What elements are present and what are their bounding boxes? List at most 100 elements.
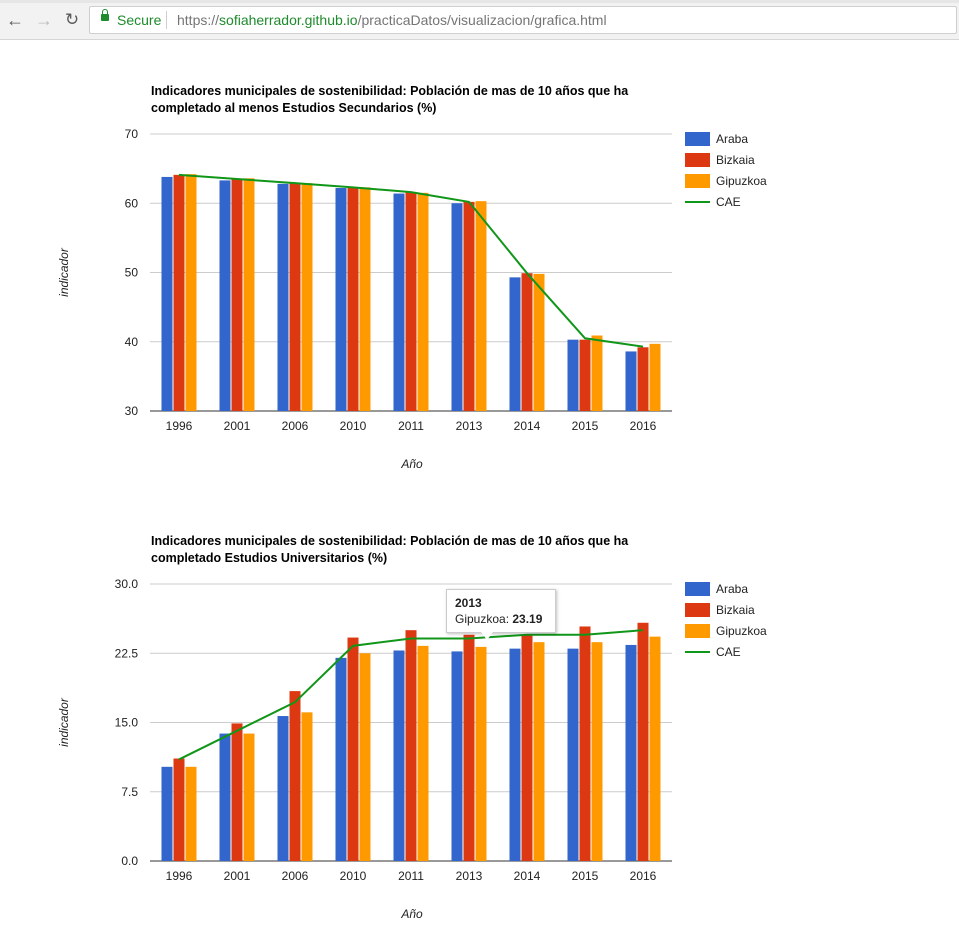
chart1-bar-bizkaia-2006 <box>289 183 301 411</box>
chart1-bar-gipuzkoa-2001 <box>243 178 255 411</box>
chart2-legend-label-gipuzkoa: Gipuzkoa <box>716 624 767 638</box>
chart2-bar-bizkaia-2015 <box>579 626 591 861</box>
chart-tooltip: 2013 Gipuzkoa: 23.19 <box>446 589 556 633</box>
chart1-x-tick-label: 1996 <box>166 419 193 433</box>
chart2-bar-araba-2006 <box>277 716 289 861</box>
tooltip-pointer <box>481 632 493 640</box>
chart2-legend-label-cae: CAE <box>716 645 741 659</box>
chart2-bar-gipuzkoa-2010 <box>359 653 371 861</box>
chart2-legend-swatch-gipuzkoa <box>685 624 710 638</box>
chart1-legend-swatch-bizkaia <box>685 153 710 167</box>
chart2-bar-bizkaia-2013 <box>463 634 475 861</box>
chart2-y-tick-label: 22.5 <box>115 646 139 660</box>
chart2-x-tick-label: 2001 <box>224 869 251 883</box>
chart2-bar-gipuzkoa-2013 <box>475 646 487 861</box>
chart1-y-tick-label: 60 <box>125 196 139 210</box>
chart2-bar-gipuzkoa-2011 <box>417 645 429 861</box>
back-arrow-icon[interactable]: ← <box>6 10 24 30</box>
tooltip-value: 23.19 <box>512 612 543 626</box>
chart2-y-tick-label: 30.0 <box>115 577 139 591</box>
chart2-line-cae <box>178 629 644 761</box>
url-text[interactable]: https://sofiaherrador.github.io/practica… <box>177 12 607 28</box>
chart1-legend-label-cae: CAE <box>716 195 741 209</box>
chart2-y-tick-label: 0.0 <box>121 854 138 868</box>
chart2-bar-bizkaia-2016 <box>637 622 649 861</box>
chart2-bar-gipuzkoa-2015 <box>591 642 603 861</box>
url-host: sofiaherrador.github.io <box>219 12 358 28</box>
chart2-y-axis-title: indicador <box>57 697 71 747</box>
secure-label[interactable]: Secure <box>117 12 162 28</box>
chart2-x-axis-title: Año <box>400 907 423 921</box>
chart2-bar-araba-1996 <box>161 766 173 861</box>
chart1-bar-araba-2015 <box>567 339 579 411</box>
secondary-studies-chart: Indicadores municipales de sostenibilida… <box>57 84 767 471</box>
chart2-x-tick-label: 1996 <box>166 869 193 883</box>
chart1-bar-bizkaia-2015 <box>579 339 591 411</box>
chart1-bar-bizkaia-1996 <box>173 174 185 411</box>
chart1-bar-gipuzkoa-2014 <box>533 273 545 411</box>
chart2-x-tick-label: 2013 <box>456 869 483 883</box>
chart2-title-line-2: completado Estudios Universitarios (%) <box>151 551 387 565</box>
chart2-bar-gipuzkoa-2006 <box>301 712 313 861</box>
chart2-bar-gipuzkoa-2001 <box>243 733 255 861</box>
chart1-legend-swatch-araba <box>685 132 710 146</box>
chart1-y-axis-title: indicador <box>57 247 71 297</box>
chart1-bar-araba-2011 <box>393 193 405 411</box>
chart1-bar-gipuzkoa-2010 <box>359 187 371 411</box>
chart2-title-line-1: Indicadores municipales de sostenibilida… <box>151 534 629 548</box>
chart2-y-tick-label: 15.0 <box>115 716 139 730</box>
chart1-bar-bizkaia-2016 <box>637 347 649 411</box>
chart1-bar-bizkaia-2013 <box>463 201 475 411</box>
forward-arrow-icon[interactable]: → <box>35 10 53 30</box>
address-bar[interactable]: Secure https://sofiaherrador.github.io/p… <box>89 6 957 34</box>
chart1-bar-araba-2013 <box>451 203 463 411</box>
chart1-bar-bizkaia-2001 <box>231 179 243 411</box>
url-path: /practicaDatos/visualizacion/grafica.htm… <box>357 12 607 28</box>
chart1-x-axis-title: Año <box>400 457 423 471</box>
lock-icon <box>101 9 109 21</box>
chart2-bar-gipuzkoa-2014 <box>533 642 545 861</box>
chart1-y-tick-label: 30 <box>125 404 139 418</box>
chart1-bar-araba-2010 <box>335 188 347 411</box>
chart1-y-tick-label: 70 <box>125 127 139 141</box>
reload-icon[interactable]: ↻ <box>64 10 80 29</box>
tooltip-title: 2013 <box>455 596 482 610</box>
address-separator <box>166 11 167 29</box>
chart2-legend-swatch-araba <box>685 582 710 596</box>
university-studies-chart: Indicadores municipales de sostenibilida… <box>57 534 767 921</box>
chart2-bar-araba-2016 <box>625 644 637 861</box>
url-scheme: https:// <box>177 12 220 28</box>
chart2-bar-araba-2013 <box>451 651 463 861</box>
chart2-bar-bizkaia-2001 <box>231 723 243 861</box>
chart1-legend-swatch-gipuzkoa <box>685 174 710 188</box>
tab-strip-edge <box>0 0 959 3</box>
chart1-line-cae <box>178 173 644 348</box>
chart2-legend-label-araba: Araba <box>716 582 748 596</box>
chart2-legend-label-bizkaia: Bizkaia <box>716 603 755 617</box>
chart1-legend-label-bizkaia: Bizkaia <box>716 153 755 167</box>
chart1-bar-gipuzkoa-2016 <box>649 343 661 411</box>
chart2-bar-bizkaia-2014 <box>521 634 533 861</box>
chart2-bar-araba-2001 <box>219 733 231 861</box>
chart1-bar-bizkaia-2011 <box>405 192 417 411</box>
browser-toolbar: ← → ↻ Secure https://sofiaherrador.githu… <box>0 0 959 40</box>
chart2-bar-araba-2014 <box>509 648 521 861</box>
chart1-bar-gipuzkoa-2011 <box>417 192 429 411</box>
chart2-x-tick-label: 2010 <box>340 869 367 883</box>
chart2-bar-bizkaia-2011 <box>405 630 417 861</box>
chart1-bar-araba-2016 <box>625 351 637 411</box>
chart2-bar-araba-2010 <box>335 657 347 861</box>
chart1-x-tick-label: 2015 <box>572 419 599 433</box>
chart2-x-tick-label: 2011 <box>398 869 424 883</box>
chart1-x-tick-label: 2014 <box>514 419 541 433</box>
chart1-bar-araba-2006 <box>277 183 289 411</box>
chart1-bar-bizkaia-2010 <box>347 187 359 411</box>
chart2-x-tick-label: 2016 <box>630 869 657 883</box>
chart1-y-tick-label: 40 <box>125 335 139 349</box>
chart1-bar-bizkaia-2014 <box>521 273 533 411</box>
chart1-bar-araba-2001 <box>219 180 231 411</box>
chart2-bar-bizkaia-2010 <box>347 637 359 861</box>
chart1-x-tick-label: 2006 <box>282 419 309 433</box>
chart1-title-line-1: Indicadores municipales de sostenibilida… <box>151 84 629 98</box>
chart2-bar-araba-2015 <box>567 648 579 861</box>
